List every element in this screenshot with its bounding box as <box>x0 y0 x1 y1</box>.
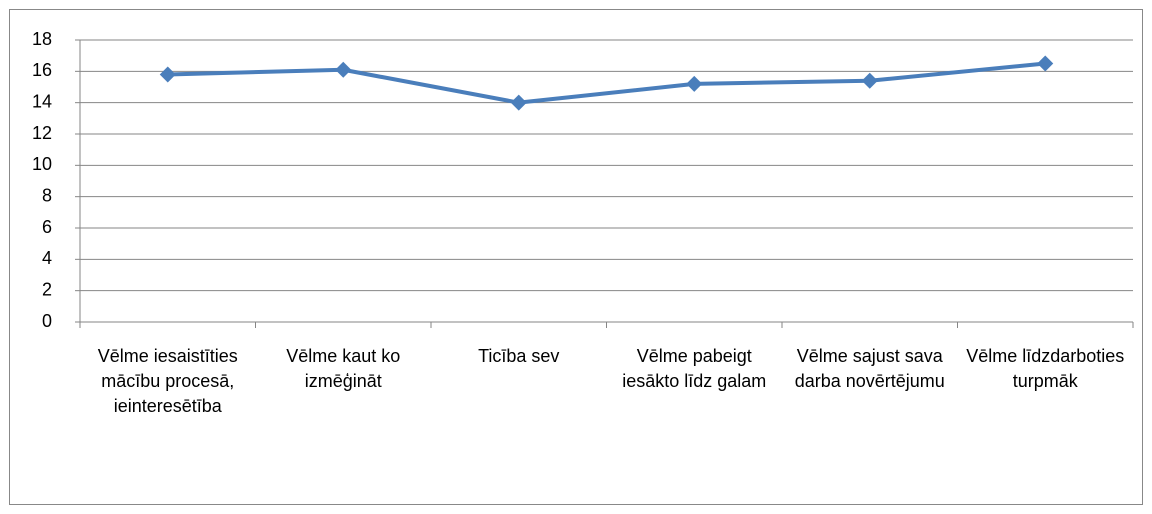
y-tick-label: 18 <box>32 29 52 49</box>
y-tick-label: 2 <box>42 279 52 299</box>
marker <box>335 61 352 78</box>
y-tick-label: 16 <box>32 60 52 80</box>
y-tick-label: 0 <box>42 311 52 331</box>
y-tick-label: 14 <box>32 91 52 111</box>
marker <box>510 94 527 111</box>
x-tick-label: Vēlme kaut ko izmēģināt <box>286 346 401 391</box>
chart-frame <box>9 9 1143 505</box>
y-tick-label: 6 <box>42 217 52 237</box>
marker <box>159 66 176 83</box>
marker <box>1037 55 1054 72</box>
y-tick-label: 4 <box>42 248 52 268</box>
x-tick-label: Vēlme iesaistīties mācību procesā, ieint… <box>97 346 238 416</box>
x-tick-label: Vēlme līdzdarboties turpmāk <box>966 346 1125 391</box>
x-tick-label: Ticība sev <box>478 346 560 366</box>
x-tick-label: Vēlme sajust sava darba novērtējumu <box>794 346 945 391</box>
x-tick-label: Vēlme pabeigt iesākto līdz galam <box>622 346 767 391</box>
y-tick-label: 10 <box>32 154 52 174</box>
y-tick-label: 12 <box>32 123 52 143</box>
line <box>167 61 1046 105</box>
marker <box>861 72 878 89</box>
y-tick-label: 8 <box>42 185 52 205</box>
marker <box>686 75 703 92</box>
